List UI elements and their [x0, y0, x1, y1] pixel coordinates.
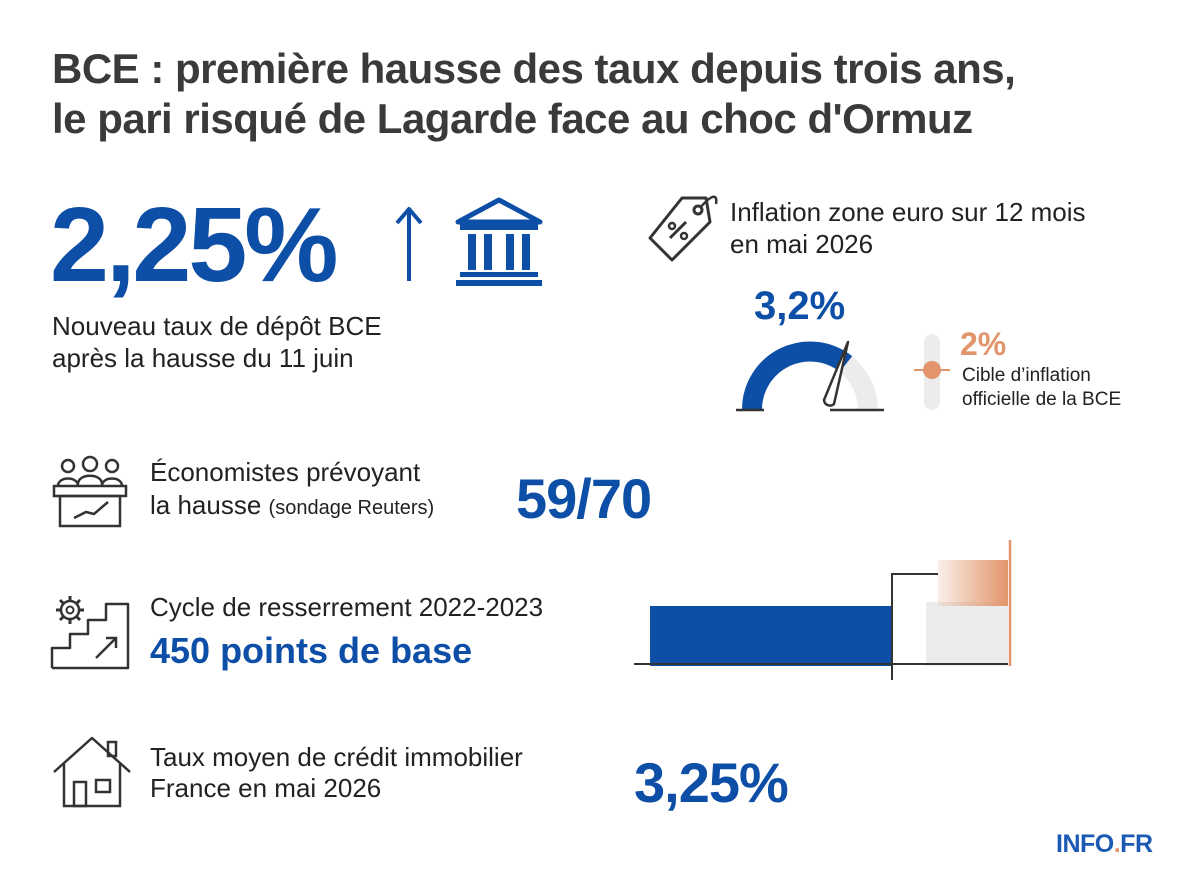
economists-label-line-2: la hausse (sondage Reuters)	[150, 489, 434, 525]
inflation-target-value: 2%	[960, 326, 1007, 362]
target-marker-icon	[914, 334, 950, 410]
economists-label-line-1: Économistes prévoyant	[150, 457, 421, 487]
logo-dot: .	[1113, 830, 1121, 858]
inflation-value: 3,2%	[754, 284, 846, 328]
title-line-1: BCE : première hausse des taux depuis tr…	[52, 45, 1016, 92]
economists-value: 59/70	[516, 467, 652, 530]
deposit-rate-caption-line-2: après la hausse du 11 juin	[52, 343, 354, 373]
house-icon	[53, 736, 131, 808]
gear-stairs-icon	[50, 596, 130, 670]
inflation-label-line-1: Inflation zone euro sur 12 mois	[730, 197, 1086, 227]
deposit-rate-caption-line-1: Nouveau taux de dépôt BCE	[52, 311, 382, 341]
inflation-target-caption: Cible d’inflation officielle de la BCE	[962, 364, 1121, 412]
mortgage-label-line-2: France en mai 2026	[150, 773, 382, 803]
deposit-rate-caption: Nouveau taux de dépôt BCE après la hauss…	[52, 310, 382, 374]
price-tag-icon	[648, 195, 718, 262]
cycle-label: Cycle de resserrement 2022-2023	[150, 592, 544, 622]
mortgage-value: 3,25%	[634, 751, 789, 814]
inflation-target-caption-line-1: Cible d’inflation	[962, 365, 1091, 386]
economists-label-source: (sondage Reuters)	[268, 497, 435, 519]
arrow-up-icon	[395, 207, 423, 281]
cycle-bars-graphic	[634, 540, 1012, 680]
mortgage-label-line-1: Taux moyen de crédit immobilier	[150, 742, 523, 772]
economists-label-main: la hausse	[150, 490, 262, 520]
bank-icon	[455, 197, 543, 286]
inflation-target-caption-line-2: officielle de la BCE	[962, 389, 1122, 410]
gauge-icon	[736, 340, 884, 412]
meeting-icon	[52, 455, 128, 528]
logo-main: INFO	[1056, 830, 1114, 858]
site-logo[interactable]: INFO.FR	[1056, 830, 1153, 859]
inflation-label-line-2: en mai 2026	[730, 229, 874, 259]
mortgage-label: Taux moyen de crédit immobilier France e…	[150, 742, 523, 804]
economists-label: Économistes prévoyant la hausse (sondage…	[150, 456, 434, 525]
logo-suffix: FR	[1120, 830, 1153, 858]
page-title: BCE : première hausse des taux depuis tr…	[52, 44, 1162, 144]
inflation-label: Inflation zone euro sur 12 mois en mai 2…	[730, 196, 1086, 260]
title-line-2: le pari risqué de Lagarde face au choc d…	[52, 95, 973, 142]
cycle-value: 450 points de base	[150, 630, 473, 671]
deposit-rate-value: 2,25%	[50, 186, 339, 304]
